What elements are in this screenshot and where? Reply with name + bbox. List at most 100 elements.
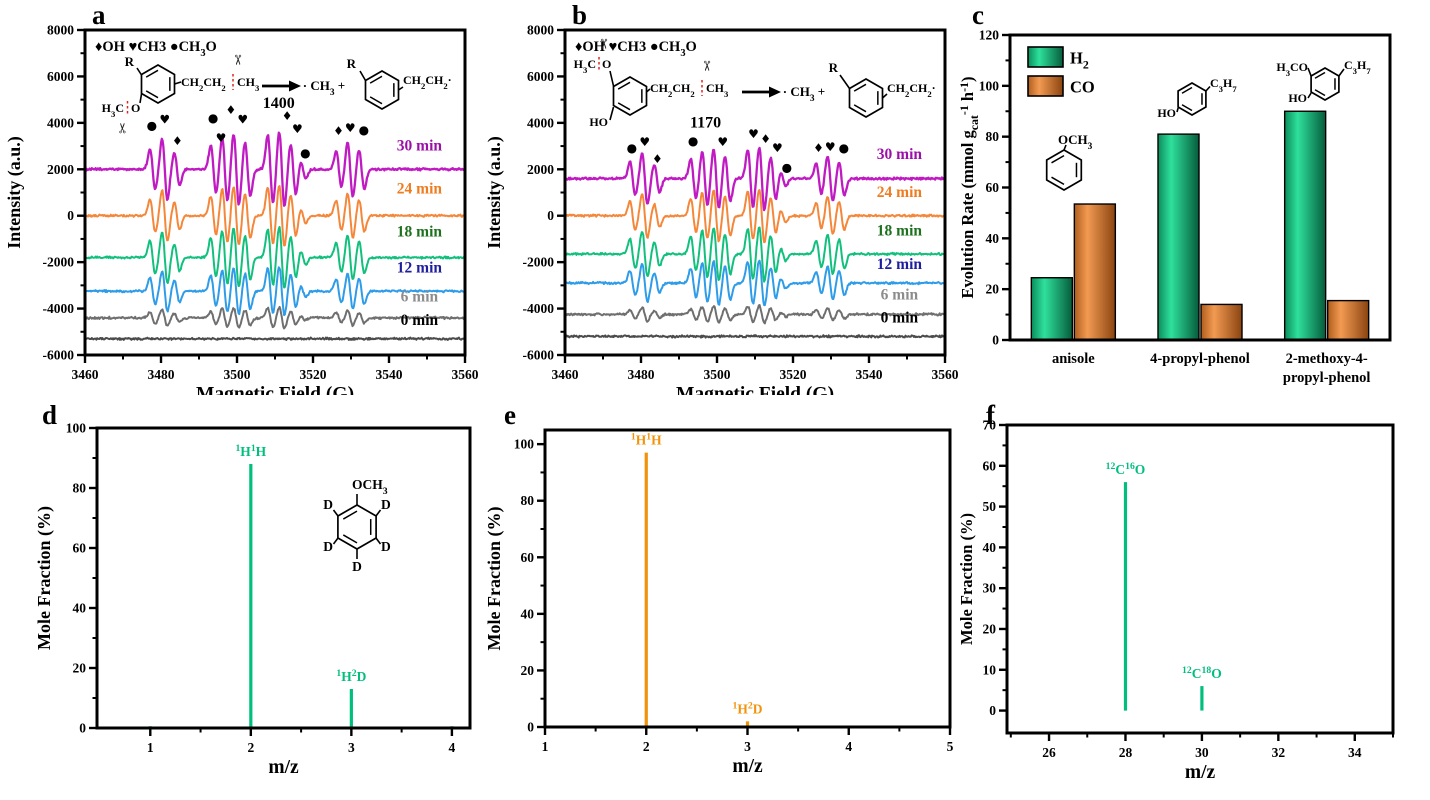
svg-text:m/z: m/z: [1185, 762, 1216, 783]
svg-text:4: 4: [449, 740, 456, 755]
svg-text:3500: 3500: [224, 367, 251, 382]
svg-text:m/z: m/z: [268, 757, 299, 778]
svg-text:50: 50: [983, 499, 997, 514]
svg-text:●: ●: [782, 161, 792, 175]
svg-text:3540: 3540: [376, 367, 403, 382]
svg-text:Evolution Rate (mmol gcat-1 h-: Evolution Rate (mmol gcat-1 h-1): [960, 77, 981, 299]
svg-text:2000: 2000: [47, 162, 74, 177]
svg-text:20: 20: [986, 282, 1000, 297]
svg-text:-4000: -4000: [43, 301, 75, 316]
svg-text:♥: ♥: [772, 141, 783, 155]
svg-text:· CH3 +: · CH3 +: [783, 84, 825, 104]
panel-label-e: e: [504, 400, 516, 430]
panel-a: a 30 min 24 min 18 min 12 min 6 min 0 min ♦OH …: [0, 0, 480, 395]
svg-text:8000: 8000: [527, 23, 554, 38]
svg-text:♦: ♦: [333, 124, 344, 138]
svg-text:Mole Fraction (%): Mole Fraction (%): [484, 507, 505, 651]
svg-text:10: 10: [983, 662, 997, 677]
svg-text:1H2D: 1H2D: [336, 668, 366, 684]
svg-text:O: O: [131, 101, 140, 115]
svg-text:0: 0: [992, 333, 999, 348]
svg-text:60: 60: [73, 541, 87, 556]
panel-label-b: b: [572, 0, 588, 30]
svg-text:H3C: H3C: [574, 57, 596, 75]
svg-text:3560: 3560: [452, 367, 479, 382]
svg-text:2: 2: [247, 740, 254, 755]
svg-text:30: 30: [983, 581, 997, 596]
svg-text:1170: 1170: [690, 115, 721, 132]
chart-a-epr-anisole: 30 min 24 min 18 min 12 min 6 min 0 min ♦OH ♥C…: [4, 23, 479, 396]
svg-text:-2000: -2000: [523, 255, 555, 270]
svg-text:CH2CH2: CH2CH2: [181, 75, 226, 93]
svg-text:CO: CO: [1070, 78, 1095, 97]
panel-d: d 1H1H 1H2D OCH3 D D D D D 1 2 3 4 0 20 40 60 80 100 m/z Mo…: [0, 395, 480, 800]
svg-text:60: 60: [986, 180, 1000, 195]
chart-b-epr-guaiacol: 30 min 24 min 18 min 12 min 6 min 0 min ♦OH ♥C…: [484, 23, 959, 396]
svg-text:4: 4: [845, 739, 852, 754]
svg-text:D: D: [323, 497, 333, 512]
svg-text:C3H7: C3H7: [1344, 58, 1371, 76]
svg-text:♦: ♦: [172, 134, 183, 148]
svg-text:●: ●: [359, 123, 369, 137]
svg-text:0 min: 0 min: [881, 310, 919, 327]
svg-text:40: 40: [986, 231, 1000, 246]
svg-text:12C18O: 12C18O: [1182, 665, 1222, 681]
svg-text:R: R: [347, 56, 357, 71]
svg-text:●: ●: [688, 134, 698, 148]
svg-text:♦OH ♥CH3 ●CH3O: ♦OH ♥CH3 ●CH3O: [575, 39, 697, 59]
svg-text:♥: ♥: [237, 112, 248, 126]
svg-text:H3CO: H3CO: [1276, 60, 1308, 78]
svg-text:Intensity (a.u.): Intensity (a.u.): [484, 136, 505, 249]
panel-b: b 30 min 24 min 18 min 12 min 6 min 0 min ♦OH …: [480, 0, 960, 395]
svg-text:OCH3: OCH3: [1058, 132, 1093, 152]
svg-text:60: 60: [521, 550, 535, 565]
svg-text:♥: ♥: [159, 112, 170, 126]
svg-text:HO: HO: [1288, 91, 1307, 105]
svg-text:●: ●: [208, 111, 218, 125]
svg-text:D: D: [323, 539, 333, 554]
svg-text:1: 1: [147, 740, 154, 755]
svg-text:♥: ♥: [825, 140, 836, 154]
svg-text:CH2CH2·: CH2CH2·: [887, 81, 936, 99]
svg-text:32: 32: [1272, 745, 1286, 760]
svg-text:2: 2: [643, 739, 650, 754]
svg-text:28: 28: [1119, 745, 1133, 760]
svg-text:70: 70: [983, 418, 997, 433]
svg-text:R: R: [829, 60, 839, 75]
svg-text:0: 0: [527, 720, 534, 735]
svg-text:20: 20: [73, 661, 87, 676]
svg-text:✂: ✂: [116, 122, 132, 134]
svg-text:♥: ♥: [216, 131, 227, 145]
svg-text:-6000: -6000: [43, 348, 75, 363]
svg-text:3520: 3520: [780, 367, 807, 382]
svg-text:✂: ✂: [698, 60, 714, 72]
svg-text:40: 40: [73, 601, 87, 616]
svg-text:m/z: m/z: [732, 756, 763, 777]
svg-text:18 min: 18 min: [877, 222, 923, 239]
svg-text:80: 80: [986, 129, 1000, 144]
svg-text:80: 80: [73, 481, 87, 496]
svg-text:CH3: CH3: [706, 81, 729, 99]
svg-text:4000: 4000: [47, 115, 74, 130]
svg-text:♥: ♥: [345, 121, 356, 135]
panel-label-a: a: [92, 0, 106, 30]
svg-text:80: 80: [521, 493, 535, 508]
svg-text:6 min: 6 min: [401, 289, 439, 306]
svg-text:Mole Fraction (%): Mole Fraction (%): [34, 506, 55, 650]
svg-text:3: 3: [744, 739, 751, 754]
svg-text:1H2D: 1H2D: [733, 700, 763, 716]
svg-text:0: 0: [67, 208, 74, 223]
svg-text:♦OH ♥CH3 ●CH3O: ♦OH ♥CH3 ●CH3O: [95, 39, 217, 59]
chart-c-evolution-rate-bars: H2 CO anisole 4-propyl-phenol 2-methoxy-4- pr…: [960, 28, 1392, 386]
svg-text:-4000: -4000: [523, 301, 555, 316]
svg-text:30: 30: [1195, 745, 1209, 760]
svg-text:1: 1: [542, 739, 549, 754]
svg-text:30 min: 30 min: [397, 138, 443, 155]
svg-text:●: ●: [300, 146, 310, 160]
svg-text:4-propyl-phenol: 4-propyl-phenol: [1150, 351, 1250, 367]
svg-text:♥: ♥: [639, 135, 650, 149]
svg-text:18 min: 18 min: [397, 224, 443, 241]
svg-text:3520: 3520: [300, 367, 327, 382]
svg-text:●: ●: [147, 118, 157, 132]
